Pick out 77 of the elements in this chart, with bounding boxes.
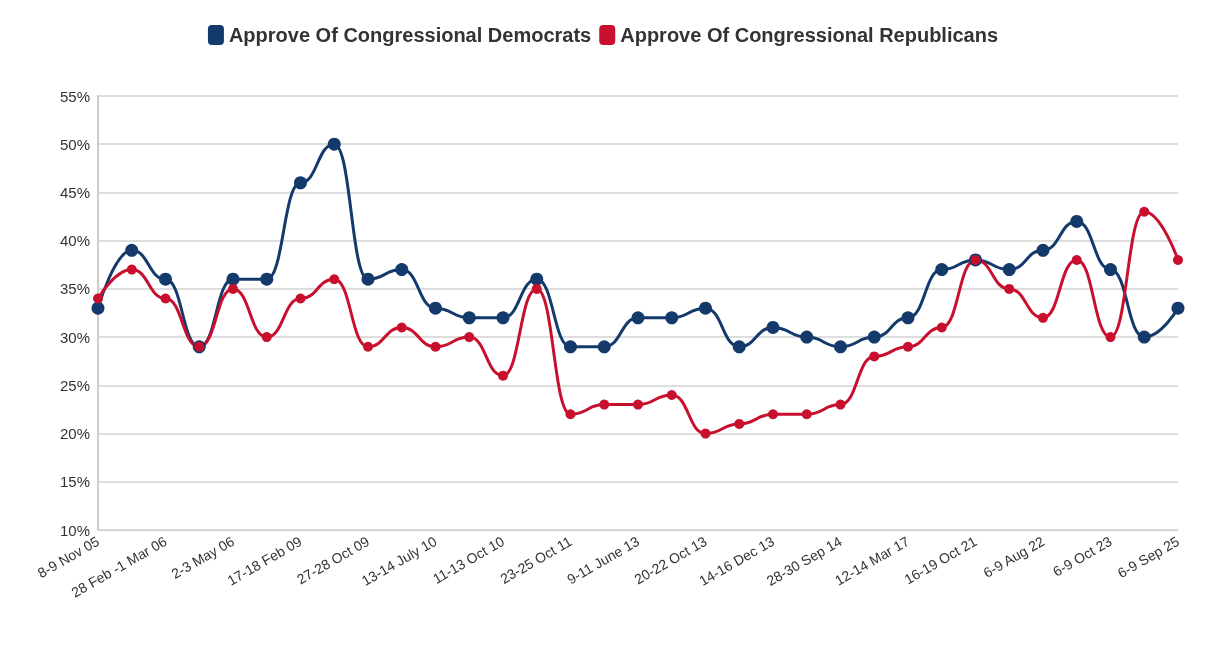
point <box>768 409 778 420</box>
point <box>1002 263 1016 277</box>
point <box>93 293 103 304</box>
point <box>1038 312 1048 323</box>
point <box>565 409 576 420</box>
point <box>599 399 610 410</box>
point <box>363 341 373 352</box>
y-tick-label: 50% <box>59 135 90 153</box>
point <box>1105 332 1116 343</box>
point <box>126 264 137 275</box>
point <box>631 311 645 325</box>
point <box>530 272 544 286</box>
point <box>1070 214 1084 228</box>
point <box>462 311 476 325</box>
point <box>801 409 812 420</box>
point <box>903 341 913 352</box>
point <box>1104 263 1117 277</box>
point <box>159 272 172 286</box>
point <box>294 176 307 190</box>
point <box>329 274 340 285</box>
y-tick-label: 35% <box>59 280 90 298</box>
point <box>597 340 611 354</box>
point <box>564 340 577 354</box>
point <box>531 283 542 294</box>
point <box>1004 283 1015 294</box>
point <box>935 263 949 277</box>
point <box>498 370 508 381</box>
x-tick-label: 6-9 Oct 23 <box>1049 532 1115 580</box>
y-tick-label: 40% <box>59 232 90 250</box>
point <box>160 293 171 304</box>
point <box>1036 243 1050 257</box>
point <box>327 137 341 151</box>
point <box>835 399 846 410</box>
point <box>464 332 475 343</box>
point <box>901 311 915 325</box>
point <box>91 301 105 315</box>
point <box>800 330 814 344</box>
point <box>700 428 711 439</box>
point <box>1137 330 1151 344</box>
point <box>429 301 442 315</box>
point <box>1071 254 1082 265</box>
point <box>666 389 677 400</box>
point <box>1171 301 1185 315</box>
point <box>734 418 745 429</box>
point <box>1139 206 1150 217</box>
y-tick-label: 25% <box>59 376 90 394</box>
point <box>226 272 240 286</box>
y-tick-label: 45% <box>59 183 90 201</box>
y-tick-label: 55% <box>59 87 90 105</box>
x-tick-label: 6-9 Aug 22 <box>980 532 1048 581</box>
point <box>396 322 407 333</box>
point <box>1173 254 1183 265</box>
point <box>869 351 880 362</box>
point <box>936 322 947 333</box>
point <box>766 320 780 334</box>
point <box>125 243 139 257</box>
y-tick-label: 15% <box>59 473 90 491</box>
y-tick-label: 30% <box>59 328 90 346</box>
point <box>395 263 409 277</box>
point <box>261 332 272 343</box>
point <box>361 272 375 286</box>
point <box>295 293 306 304</box>
point <box>665 311 679 325</box>
point <box>228 283 238 294</box>
point <box>732 340 746 354</box>
point <box>430 341 441 352</box>
point <box>496 311 510 325</box>
legend-label: Approve Of Congressional Democrats <box>228 24 592 46</box>
point <box>834 340 847 354</box>
y-tick-label: 10% <box>59 521 90 539</box>
point <box>699 301 712 315</box>
legend-label: Approve Of Congressional Republicans <box>620 24 999 46</box>
point <box>260 272 274 286</box>
x-tick-label: 6-9 Sep 25 <box>1114 532 1183 582</box>
point <box>633 399 643 410</box>
y-tick-label: 20% <box>59 425 90 443</box>
point <box>867 330 881 344</box>
